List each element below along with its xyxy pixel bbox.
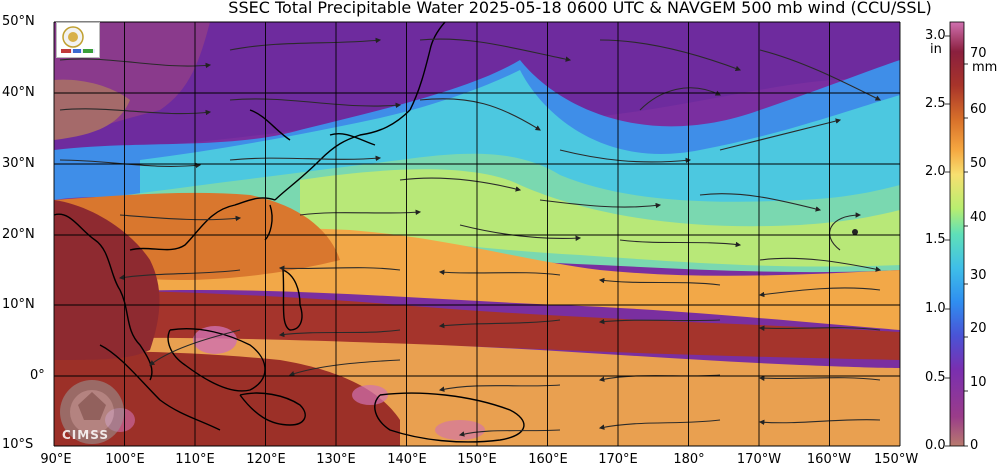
lat-label: 50°N [2, 14, 35, 29]
ssec-logo-icon [56, 22, 100, 58]
lat-label: 0° [30, 368, 45, 383]
cimss-logo-icon [60, 380, 124, 444]
lon-label: 140°E [387, 452, 427, 467]
colorbar-mm-tick: 70 [970, 46, 987, 61]
cimss-label: CIMSS [62, 428, 109, 442]
lon-label: 170°W [736, 452, 782, 467]
colorbar-mm-tick: 40 [970, 210, 987, 225]
lat-label: 10°N [2, 297, 35, 312]
colorbar-mm-tick: 60 [970, 102, 987, 117]
wind-streamlines [59, 37, 882, 437]
colorbar-unit-mm: mm [972, 60, 998, 75]
lon-label: 120°E [246, 452, 286, 467]
lon-label: 150°W [874, 452, 919, 467]
colorbar-in-tick: 3.0 [925, 28, 946, 43]
colorbar-in-tick: 0.0 [925, 438, 946, 453]
coastlines [54, 22, 525, 443]
lat-label: 10°S [2, 437, 34, 452]
colorbar-in-tick: 1.0 [925, 301, 946, 316]
colorbar-in-tick: 2.0 [925, 164, 946, 179]
colorbar-mm-tick: 20 [970, 321, 987, 336]
colorbar-mm-tick: 30 [970, 268, 987, 283]
lon-label: 150°E [457, 452, 497, 467]
lat-label: 30°N [2, 156, 35, 171]
map-title: SSEC Total Precipitable Water 2025-05-18… [228, 0, 932, 17]
lon-label: 100°E [105, 452, 145, 467]
colorbar-unit-in: in [930, 42, 942, 57]
lon-label: 160°W [806, 452, 852, 467]
graticule [53, 21, 901, 447]
colorbar-in-tick: 0.5 [925, 370, 946, 385]
colorbar-in-tick: 2.5 [925, 96, 946, 111]
lon-label: 110°E [175, 452, 215, 467]
lon-label: 170°E [598, 452, 638, 467]
colorbar [945, 21, 968, 447]
colorbar-in-tick: 1.5 [925, 232, 946, 247]
lon-label: 160°E [528, 452, 568, 467]
lon-label: 130°E [316, 452, 356, 467]
colorbar-mm-tick: 50 [970, 156, 987, 171]
lon-label: 90°E [40, 452, 72, 467]
lon-label: 180° [673, 452, 705, 467]
lat-label: 20°N [2, 227, 35, 242]
colorbar-mm-tick: 0 [970, 438, 979, 453]
lat-label: 40°N [2, 85, 35, 100]
colorbar-mm-tick: 10 [970, 375, 987, 390]
hawaii-marker [852, 229, 858, 235]
